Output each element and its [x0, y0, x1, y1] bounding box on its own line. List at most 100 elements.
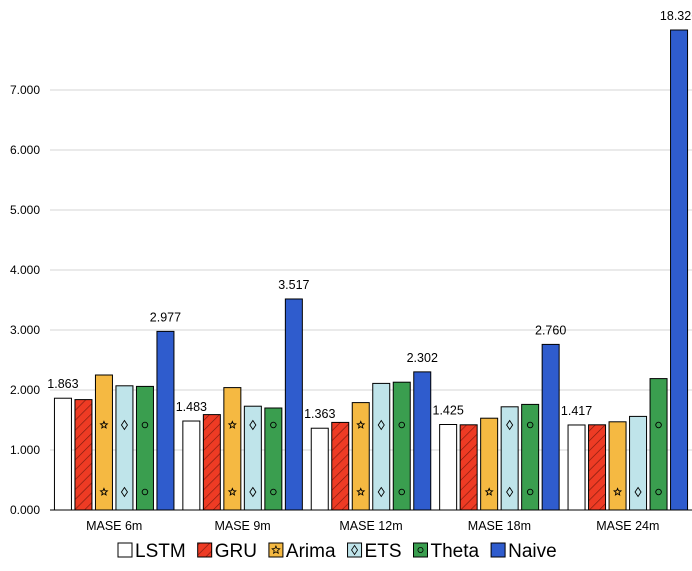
bar-theta — [136, 386, 153, 510]
y-tick-label: 1.000 — [10, 443, 40, 457]
bar-lstm — [440, 425, 457, 511]
bar-gru — [203, 415, 220, 510]
x-tick-label: MASE 18m — [468, 519, 531, 533]
bar-rect — [95, 375, 112, 510]
legend-item-ets: ETS — [348, 541, 402, 562]
bar-rect — [373, 383, 390, 510]
bar-arima — [609, 422, 626, 510]
bar-rect — [116, 386, 133, 510]
bar-rect — [481, 418, 498, 510]
bar-rect — [414, 372, 431, 510]
bar-rect — [285, 299, 302, 510]
bar-lstm — [568, 425, 585, 510]
bar-ets — [501, 407, 518, 510]
y-tick-label: 5.000 — [10, 203, 40, 217]
legend-item-naive: Naive — [491, 541, 557, 562]
legend-item-arima: Arima — [269, 541, 336, 562]
bar-arima — [481, 418, 498, 510]
bar-arima — [95, 375, 112, 510]
bar-gru — [589, 425, 606, 510]
bar-rect — [183, 421, 200, 510]
x-axis: MASE 6m MASE 9m MASE 12m MASE 18m MASE 24m — [86, 519, 659, 533]
bar-rect — [393, 382, 410, 510]
data-label: 3.517 — [278, 278, 309, 292]
bar-lstm — [183, 421, 200, 510]
legend-swatch — [414, 543, 428, 557]
bar-theta — [650, 379, 667, 510]
y-tick-label: 6.000 — [10, 143, 40, 157]
bar-rect — [224, 388, 241, 510]
bar-rect — [203, 415, 220, 510]
legend-label: ETS — [365, 541, 402, 562]
legend-swatch — [198, 543, 212, 557]
bar-ets — [244, 406, 261, 510]
y-tick-label: 7.000 — [10, 83, 40, 97]
legend-label: Naive — [508, 541, 557, 562]
data-label: 1.363 — [304, 407, 335, 421]
bar-rect — [157, 331, 174, 510]
x-tick-label: MASE 6m — [86, 519, 142, 533]
x-tick-label: MASE 12m — [339, 519, 402, 533]
data-label: 2.302 — [407, 351, 438, 365]
bar-rect — [311, 428, 328, 510]
bar-ets — [630, 416, 647, 510]
x-tick-label: MASE 9m — [214, 519, 270, 533]
y-axis: 0.000 1.000 2.000 3.000 4.000 5.000 6.000 7.000 — [10, 83, 40, 517]
data-label: 1.863 — [47, 377, 78, 391]
legend-label: Theta — [431, 541, 480, 562]
y-tick-label: 3.000 — [10, 323, 40, 337]
data-labels: 1.8632.9771.4833.5171.3632.3021.4252.760… — [47, 9, 692, 421]
bar-rect — [460, 425, 477, 510]
bar-naive — [157, 331, 174, 510]
legend-label: GRU — [215, 541, 257, 562]
data-label: 2.760 — [535, 323, 566, 337]
data-label: 18.326 — [660, 9, 692, 23]
y-tick-label: 0.000 — [10, 503, 40, 517]
bar-rect — [244, 406, 261, 510]
bar-rect — [54, 398, 71, 510]
legend-label: Arima — [286, 541, 336, 562]
legend-item-gru: GRU — [198, 541, 257, 562]
bar-arima — [352, 403, 369, 510]
bar-arima — [224, 388, 241, 510]
bar-ets — [373, 383, 390, 510]
bar-ets — [116, 386, 133, 510]
data-label: 1.483 — [176, 400, 207, 414]
y-tick-label: 2.000 — [10, 383, 40, 397]
legend-item-theta: Theta — [414, 541, 480, 562]
bar-lstm — [311, 428, 328, 510]
bar-rect — [501, 407, 518, 510]
bar-rect — [542, 344, 559, 510]
bar-rect — [609, 422, 626, 510]
bar-rect — [589, 425, 606, 510]
data-label: 2.977 — [150, 310, 181, 324]
y-tick-label: 4.000 — [10, 263, 40, 277]
bar-gru — [332, 422, 349, 510]
bar-rect — [75, 400, 92, 510]
bar-naive — [671, 30, 688, 510]
bar-lstm — [54, 398, 71, 510]
bar-rect — [136, 386, 153, 510]
legend-label: LSTM — [135, 541, 186, 562]
bar-naive — [414, 372, 431, 510]
bar-rect — [671, 30, 688, 510]
data-label: 1.417 — [561, 404, 592, 418]
bar-rect — [332, 422, 349, 510]
legend: LSTM GRU Arima ETS Theta Naive — [118, 541, 557, 562]
bar-theta — [393, 382, 410, 510]
bar-naive — [542, 344, 559, 510]
bar-rect — [568, 425, 585, 510]
legend-swatch — [491, 543, 505, 557]
legend-swatch — [118, 543, 132, 557]
bar-theta — [522, 404, 539, 510]
bar-gru — [75, 400, 92, 510]
bar-theta — [265, 408, 282, 510]
bar-rect — [440, 425, 457, 511]
bar-gru — [460, 425, 477, 510]
bar-naive — [285, 299, 302, 510]
legend-item-lstm: LSTM — [118, 541, 186, 562]
x-tick-label: MASE 24m — [596, 519, 659, 533]
bar-rect — [522, 404, 539, 510]
bar-rect — [650, 379, 667, 510]
